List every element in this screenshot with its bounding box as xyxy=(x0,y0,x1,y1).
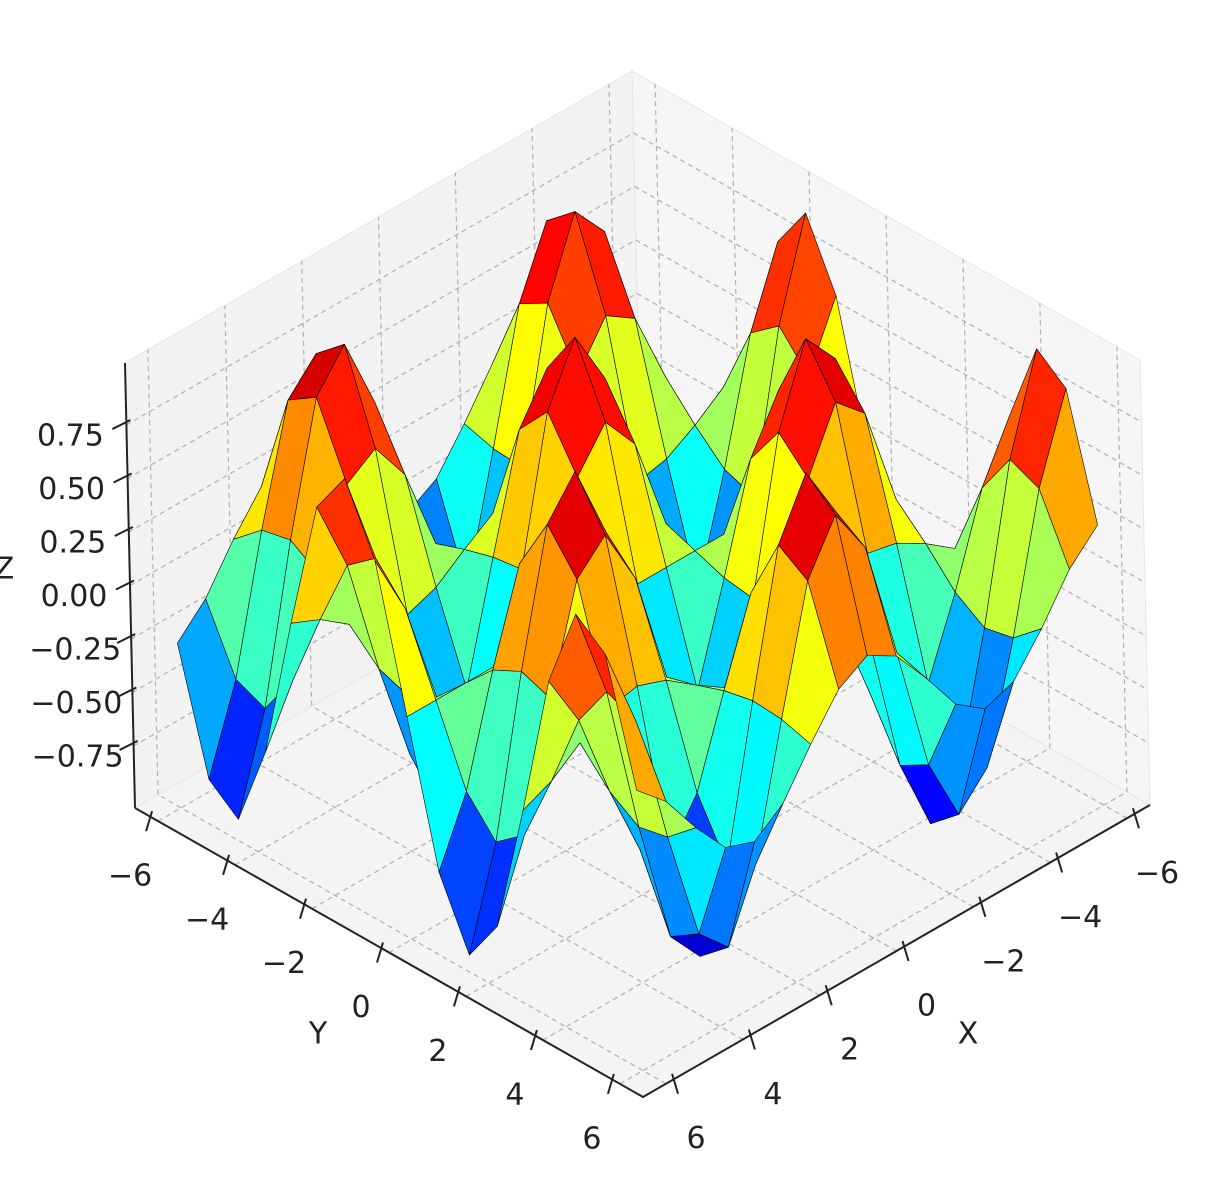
y-tick-label: −6 xyxy=(108,859,152,894)
x-tick xyxy=(671,1073,680,1095)
axis-line xyxy=(124,362,136,809)
x-tick xyxy=(1055,852,1064,873)
z-tick-label: 0.50 xyxy=(38,472,105,507)
z-tick xyxy=(114,526,134,537)
z-tick-label: 0.25 xyxy=(39,526,106,561)
z-tick-label: −0.25 xyxy=(29,632,121,667)
z-tick xyxy=(113,472,133,484)
z-tick xyxy=(117,686,137,698)
z-tick xyxy=(115,579,135,591)
y-tick-label: −4 xyxy=(185,902,229,937)
y-tick-label: 4 xyxy=(505,1078,524,1113)
x-tick-label: 6 xyxy=(686,1121,705,1156)
y-tick-label: 0 xyxy=(351,990,370,1025)
x-tick-label: −2 xyxy=(981,944,1025,979)
x-tick xyxy=(978,896,987,918)
z-tick-label: −0.75 xyxy=(32,739,124,774)
x-tick xyxy=(901,940,910,962)
y-tick-label: 6 xyxy=(582,1121,601,1156)
x-tick-label: 2 xyxy=(840,1033,859,1068)
grid-line xyxy=(128,239,1145,533)
z-tick-label: 0.75 xyxy=(37,419,104,454)
x-tick xyxy=(824,984,833,1006)
y-tick xyxy=(606,1073,615,1095)
y-tick xyxy=(222,854,231,876)
y-tick-label: −2 xyxy=(262,946,306,981)
y-tick xyxy=(453,986,461,1007)
z-tick xyxy=(116,633,136,644)
x-tick xyxy=(1131,807,1140,829)
x-axis-label: X xyxy=(958,1017,979,1052)
z-tick-label: −0.50 xyxy=(30,686,122,721)
x-tick-label: −4 xyxy=(1058,900,1102,935)
grid-line xyxy=(127,185,1143,480)
y-tick xyxy=(376,942,384,963)
surface-patch xyxy=(604,653,667,802)
z-tick xyxy=(119,740,139,751)
grid-line xyxy=(619,346,1128,1085)
z-tick xyxy=(111,419,131,430)
grid-line xyxy=(542,303,1051,1041)
y-tick xyxy=(529,1029,538,1051)
grid-line xyxy=(129,292,1146,587)
x-tick-label: −6 xyxy=(1135,856,1179,891)
y-tick-label: 2 xyxy=(428,1034,447,1069)
x-tick xyxy=(747,1029,756,1050)
z-tick-label: 0.00 xyxy=(41,579,108,614)
y-tick xyxy=(299,898,307,919)
x-tick-label: 0 xyxy=(917,989,936,1024)
y-axis-label: Y xyxy=(308,1017,328,1052)
grid-line xyxy=(126,132,1142,426)
z-axis-label: Z xyxy=(0,552,14,587)
x-tick-label: 4 xyxy=(763,1077,782,1112)
y-tick xyxy=(145,810,154,832)
